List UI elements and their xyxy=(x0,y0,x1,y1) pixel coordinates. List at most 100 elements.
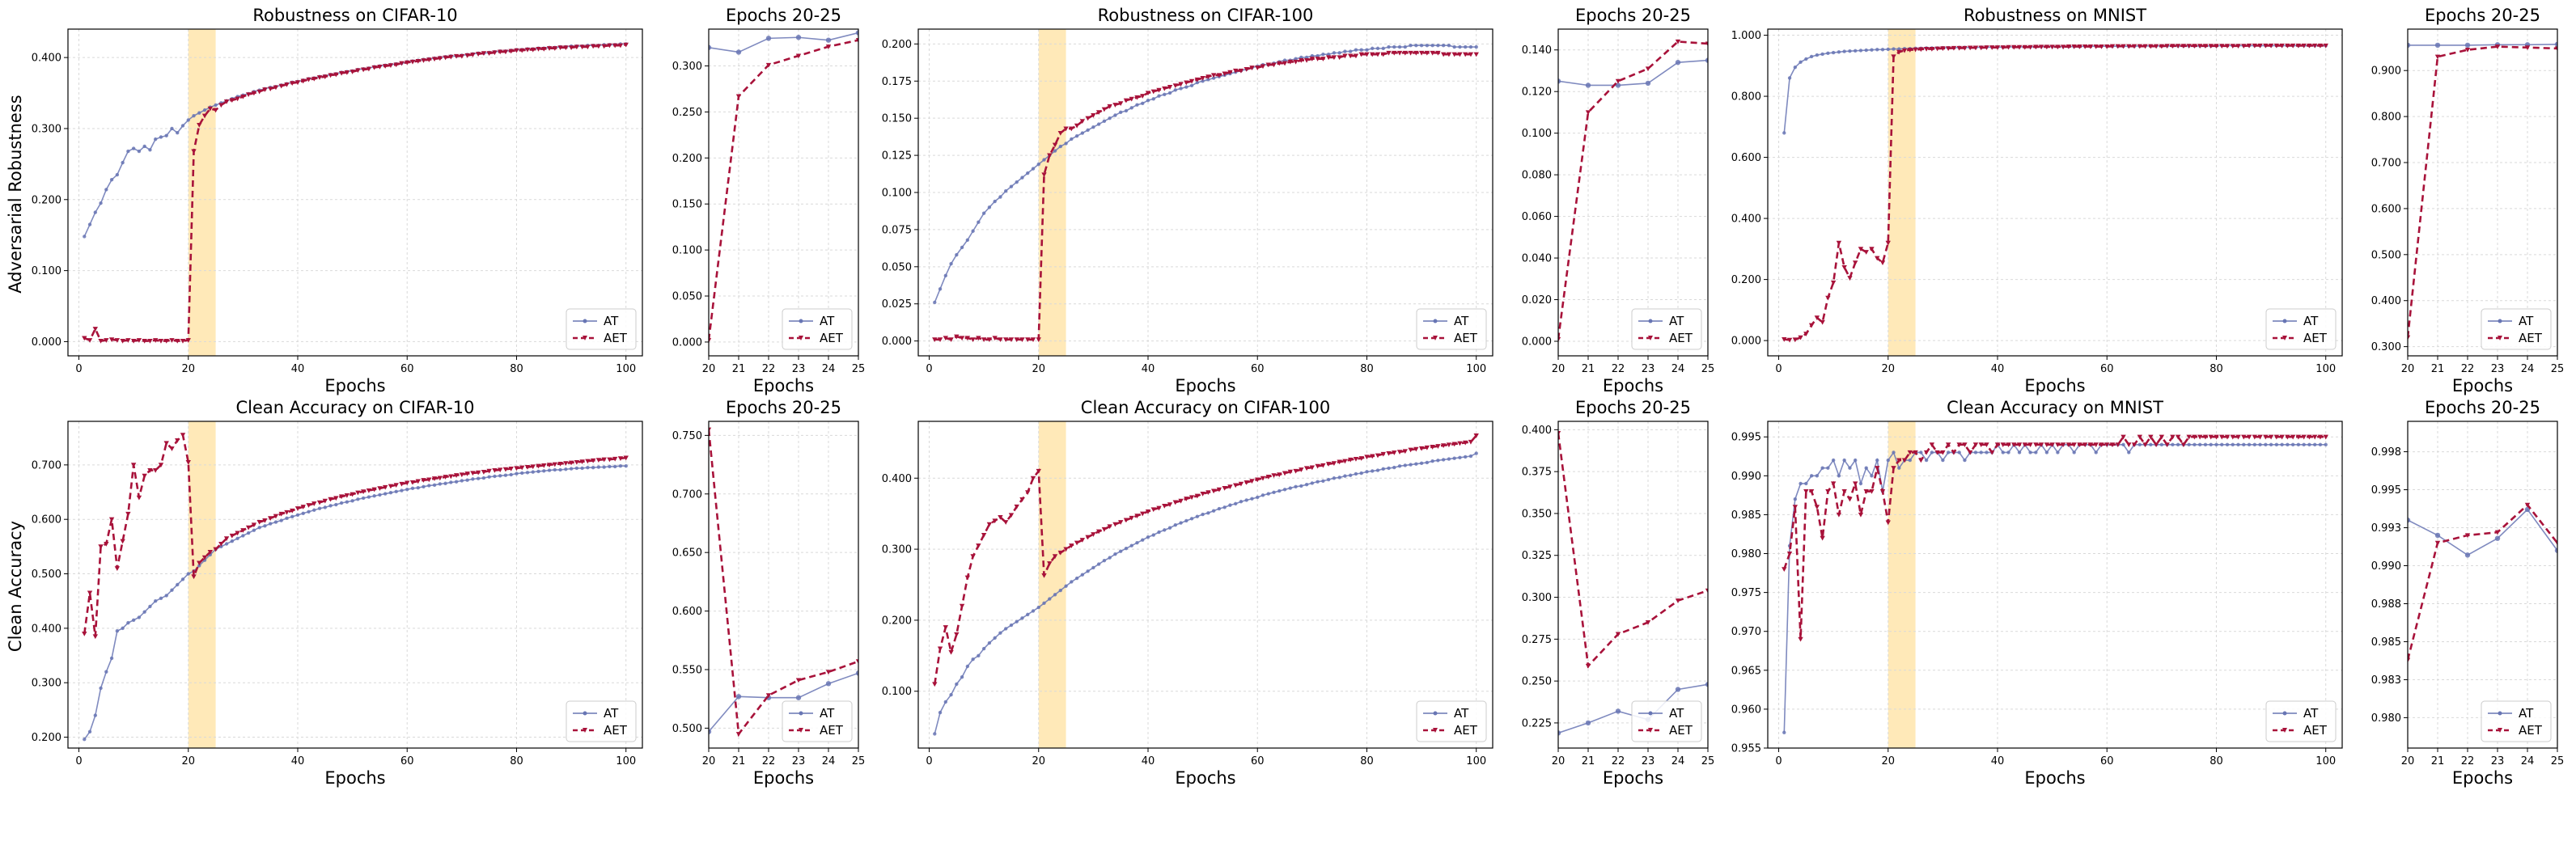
data-point-at xyxy=(176,582,180,587)
series-line-aet xyxy=(934,434,1477,685)
data-point-aet xyxy=(1468,52,1474,57)
data-point-aet xyxy=(2252,434,2258,440)
data-point-aet xyxy=(2175,44,2181,49)
data-point-aet xyxy=(948,649,954,655)
y-tick-label: 0.325 xyxy=(1522,550,1552,562)
data-point-aet xyxy=(87,338,93,343)
y-tick-label: 0.990 xyxy=(1731,471,1761,483)
data-point-aet xyxy=(2323,434,2328,440)
data-point-aet xyxy=(1014,337,1019,342)
data-point-aet xyxy=(2192,44,2197,49)
data-point-at xyxy=(1233,501,1238,506)
x-tick-label: 23 xyxy=(792,755,806,767)
data-point-at xyxy=(1875,458,1879,463)
y-tick-label: 0.300 xyxy=(2371,341,2401,353)
data-point-aet xyxy=(443,55,448,61)
data-point-aet xyxy=(104,541,109,547)
data-point-aet xyxy=(2208,44,2214,49)
data-point-at xyxy=(83,738,87,742)
data-point-aet xyxy=(2214,434,2219,440)
data-point-aet xyxy=(2246,43,2252,49)
data-point-aet xyxy=(1002,520,1009,525)
y-tick-label: 0.100 xyxy=(882,188,912,200)
y-tick-label: 0.600 xyxy=(32,514,61,526)
data-point-aet xyxy=(2093,442,2099,448)
legend-box xyxy=(2265,700,2337,742)
data-point-aet xyxy=(998,515,1003,520)
data-point-at xyxy=(1015,180,1019,184)
x-tick-label: 40 xyxy=(1991,755,2005,767)
data-point-aet xyxy=(1150,507,1156,513)
data-point-at xyxy=(1299,484,1303,488)
data-point-at xyxy=(998,631,1002,635)
data-point-at xyxy=(176,131,180,135)
y-tick-label: 0.350 xyxy=(1522,508,1552,520)
data-point-aet xyxy=(229,533,235,539)
data-point-aet xyxy=(1210,488,1217,494)
y-tick-label: 0.400 xyxy=(2371,295,2401,307)
chart-rob-cifar100-zoom: 20 21 22 23 24 25 0.000 0.020 0.040 0.060 0.080 0.1… xyxy=(1522,6,1714,395)
data-point-at xyxy=(2554,41,2557,47)
data-point-aet xyxy=(1095,529,1102,535)
data-point-at xyxy=(241,534,245,538)
data-point-aet xyxy=(795,678,802,683)
legend-label-aet: AET xyxy=(820,723,844,738)
data-point-at xyxy=(1886,47,1890,52)
data-point-at xyxy=(1086,128,1090,133)
data-point-aet xyxy=(585,44,591,50)
data-point-aet xyxy=(229,98,235,104)
data-point-aet xyxy=(1325,55,1332,61)
data-point-aet xyxy=(981,337,987,342)
x-tick-label: 21 xyxy=(1582,755,1595,767)
data-point-at xyxy=(1837,474,1841,478)
legend: AT AET xyxy=(566,308,637,350)
data-point-aet xyxy=(1962,45,1968,51)
x-axis-label: Epochs xyxy=(2024,376,2085,395)
data-point-at xyxy=(1392,465,1396,470)
data-point-at xyxy=(1436,459,1440,463)
data-point-aet xyxy=(371,487,377,493)
data-point-aet xyxy=(590,458,596,463)
data-point-aet xyxy=(943,625,949,630)
data-point-aet xyxy=(954,632,960,637)
data-point-at xyxy=(1403,463,1408,467)
data-point-aet xyxy=(185,338,191,343)
data-point-at xyxy=(993,636,997,640)
data-point-aet xyxy=(563,461,569,467)
data-point-aet xyxy=(235,531,240,536)
data-point-at xyxy=(109,656,114,661)
data-point-aet xyxy=(1255,66,1260,70)
data-point-aet xyxy=(1271,473,1277,478)
data-point-aet xyxy=(519,48,525,53)
data-point-aet xyxy=(524,47,531,53)
data-point-at xyxy=(1447,457,1451,461)
data-point-aet xyxy=(1358,52,1364,57)
data-point-at xyxy=(1080,573,1085,577)
data-point-aet xyxy=(453,53,460,59)
data-point-aet xyxy=(607,43,612,49)
x-tick-label: 100 xyxy=(2315,755,2336,767)
data-point-aet xyxy=(1803,332,1809,337)
data-point-aet xyxy=(2311,43,2318,49)
data-point-aet xyxy=(82,632,87,636)
data-point-at xyxy=(422,484,426,488)
chart-rob-mnist-main: 0 20 40 60 80 100 0.000 0.200 0.400 0.600 0.800 1.0… xyxy=(1731,6,2343,395)
data-point-at xyxy=(2197,442,2202,447)
data-point-aet xyxy=(508,49,514,54)
data-point-aet xyxy=(1786,337,1793,343)
data-point-at xyxy=(553,467,557,472)
highlight-band xyxy=(1888,29,1916,356)
data-point-aet xyxy=(1069,126,1074,132)
data-point-aet xyxy=(1863,250,1869,255)
data-point-aet xyxy=(284,82,290,87)
data-point-at xyxy=(104,188,108,192)
data-point-aet xyxy=(612,43,618,49)
data-point-at xyxy=(943,700,948,704)
y-tick-label: 0.000 xyxy=(1522,336,1552,348)
data-point-aet xyxy=(1820,535,1825,541)
data-point-at xyxy=(1326,477,1331,482)
data-point-aet xyxy=(1101,526,1108,532)
x-tick-label: 60 xyxy=(2100,363,2114,375)
data-point-aet xyxy=(765,693,772,699)
data-point-at xyxy=(131,618,136,622)
